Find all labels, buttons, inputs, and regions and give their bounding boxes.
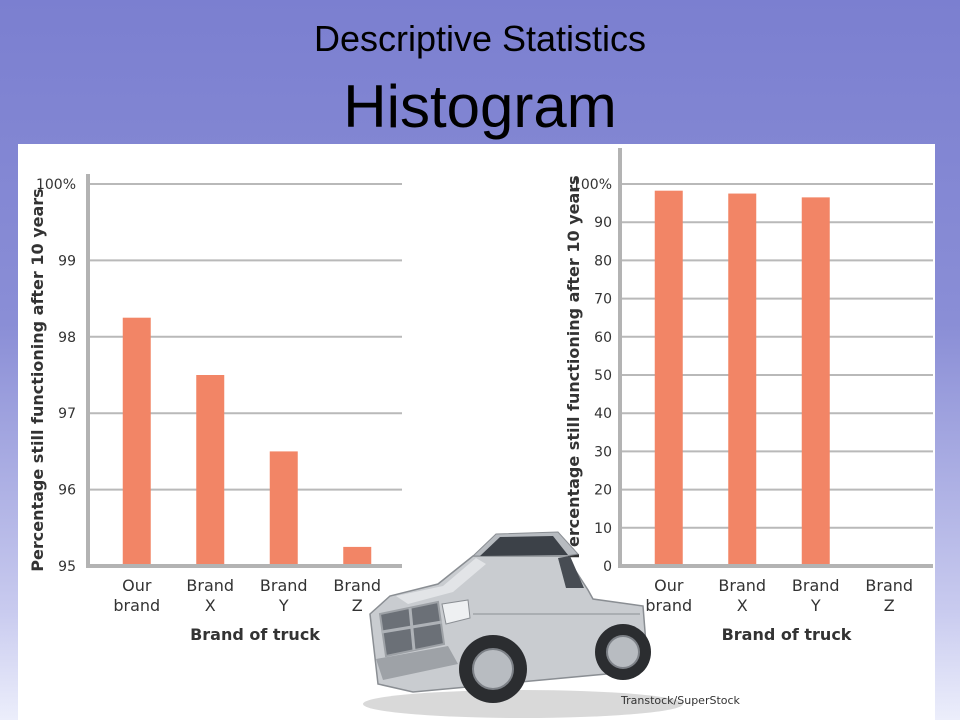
category-label: Our <box>654 576 684 595</box>
category-label: Brand <box>718 576 766 595</box>
bar <box>654 190 683 564</box>
bar <box>343 546 372 564</box>
pickup-truck-image <box>363 531 683 718</box>
category-label: Y <box>278 596 289 615</box>
category-label: Brand <box>865 576 913 595</box>
y-tick-label: 100% <box>572 177 612 193</box>
x-axis-title: Brand of truck <box>190 625 320 644</box>
bar <box>269 451 298 564</box>
bar <box>122 317 151 564</box>
y-tick-label: 60 <box>594 330 612 346</box>
x-axis-title: Brand of truck <box>722 625 852 644</box>
category-label: Brand <box>260 576 308 595</box>
photo-credit: Transtock/SuperStock <box>620 694 741 707</box>
category-label: brand <box>645 596 692 615</box>
y-tick-label: 50 <box>594 368 612 384</box>
bar <box>196 375 225 564</box>
chart-panel: 95 96 97 98 99 100% Our brand Brand X Brand Y Brand Z… <box>18 144 935 720</box>
category-label: X <box>737 596 748 615</box>
y-axis-title: Percentage still functioning after 10 ye… <box>28 188 47 571</box>
y-tick-label: 30 <box>594 444 612 460</box>
y-tick-label: 95 <box>58 559 76 575</box>
y-tick-label: 70 <box>594 292 612 308</box>
category-label: brand <box>113 596 160 615</box>
y-tick-label: 90 <box>594 215 612 231</box>
category-label: Y <box>810 596 821 615</box>
category-label: Our <box>122 576 152 595</box>
slide-subtitle: Descriptive Statistics <box>313 18 647 59</box>
y-tick-label: 98 <box>58 330 76 346</box>
charts-svg: 9596979899100%OurbrandBrandXBrandYBrandZ… <box>28 148 933 718</box>
chart-full-axis: 0102030405060708090100%OurbrandBrandXBra… <box>564 148 933 644</box>
category-label: Z <box>352 596 363 615</box>
y-tick-label: 20 <box>594 483 612 499</box>
chart-truncated-axis: 9596979899100%OurbrandBrandXBrandYBrandZ… <box>28 174 402 644</box>
category-label: Brand <box>792 576 840 595</box>
y-tick-label: 0 <box>603 559 612 575</box>
y-axis-title: Percentage still functioning after 10 ye… <box>564 175 583 558</box>
category-label: Z <box>884 596 895 615</box>
category-label: Brand <box>333 576 381 595</box>
y-tick-label: 97 <box>58 406 76 422</box>
y-tick-label: 80 <box>594 253 612 269</box>
slide-title: Histogram <box>343 73 617 140</box>
category-label: Brand <box>186 576 234 595</box>
y-tick-label: 100% <box>36 177 76 193</box>
y-tick-label: 10 <box>594 521 612 537</box>
category-label: X <box>205 596 216 615</box>
y-tick-label: 99 <box>58 253 76 269</box>
bar <box>728 193 757 565</box>
bar <box>801 197 830 564</box>
y-tick-label: 96 <box>58 483 76 499</box>
y-tick-label: 40 <box>594 406 612 422</box>
